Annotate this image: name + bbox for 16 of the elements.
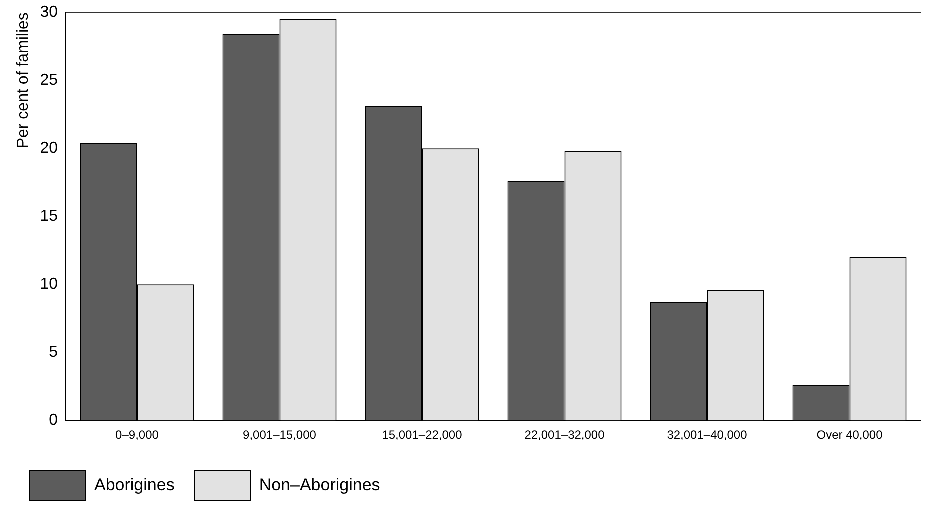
y-axis-title: Per cent of families bbox=[15, 12, 32, 149]
y-tick-label: 25 bbox=[40, 72, 58, 90]
y-tick-label: 0 bbox=[49, 412, 58, 430]
y-tick-label: 30 bbox=[40, 4, 58, 22]
y-tick-label: 20 bbox=[40, 140, 58, 158]
legend-label: Aborigines bbox=[94, 476, 175, 495]
x-tick-label: 9,001–15,000 bbox=[243, 428, 317, 442]
x-tick-label: 0–9,000 bbox=[116, 428, 160, 442]
legend-label: Non–Aborigines bbox=[259, 476, 380, 495]
y-tick-label: 5 bbox=[49, 344, 58, 362]
y-tick-label: 15 bbox=[40, 208, 58, 226]
x-tick-label: Over 40,000 bbox=[816, 428, 884, 442]
x-tick-label: 15,001–22,000 bbox=[382, 428, 463, 442]
x-tick-label: 32,001–40,000 bbox=[667, 428, 748, 442]
y-tick-label: 10 bbox=[40, 276, 58, 294]
x-tick-label: 22,001–32,000 bbox=[524, 428, 606, 442]
